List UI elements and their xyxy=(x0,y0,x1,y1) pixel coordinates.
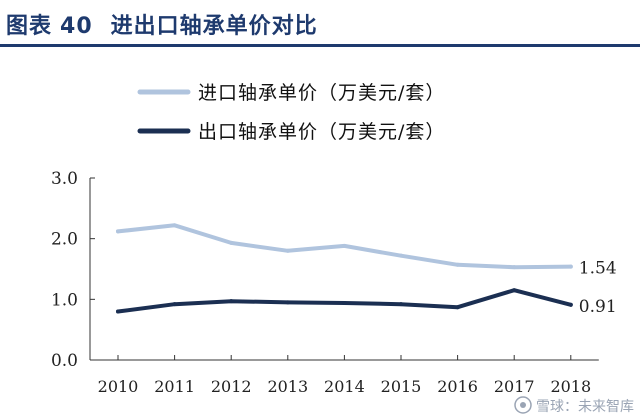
series-0-point xyxy=(512,265,517,270)
watermark: 雪球：未来智库 xyxy=(514,396,634,416)
x-tick-label: 2018 xyxy=(550,377,591,396)
x-tick-label: 2014 xyxy=(324,377,365,396)
y-tick-label: 0.0 xyxy=(51,351,78,371)
x-tick-label: 2013 xyxy=(267,377,308,396)
header-rule xyxy=(0,44,640,47)
legend-label-1: 出口轴承单价（万美元/套） xyxy=(198,121,445,143)
series-1-point xyxy=(455,305,460,310)
series-0-point xyxy=(455,262,460,267)
series-1-end-label: 0.91 xyxy=(579,297,617,317)
figure-label: 图表 xyxy=(6,14,53,39)
watermark-text: 雪球：未来智库 xyxy=(536,399,634,415)
figure-title-text: 进出口轴承单价对比 xyxy=(110,14,318,39)
series-1-point xyxy=(285,300,290,305)
series-0-point xyxy=(229,240,234,245)
y-tick-label: 2.0 xyxy=(51,230,78,250)
series-1-point xyxy=(512,288,517,293)
series-1-point xyxy=(229,299,234,304)
x-tick-label: 2016 xyxy=(437,377,478,396)
x-tick-label: 2010 xyxy=(98,377,139,396)
series-0-point xyxy=(342,243,347,248)
figure-title: 图表 40 进出口轴承单价对比 xyxy=(6,8,318,40)
figure-number: 40 xyxy=(60,14,93,39)
y-tick-label: 1.0 xyxy=(51,290,78,310)
series-0-point xyxy=(285,248,290,253)
figure-header: 图表 40 进出口轴承单价对比 xyxy=(0,0,640,50)
x-tick-label: 2015 xyxy=(381,377,422,396)
x-tick-label: 2012 xyxy=(211,377,252,396)
y-tick-label: 3.0 xyxy=(51,169,78,189)
series-1-point xyxy=(342,300,347,305)
x-tick-label: 2017 xyxy=(494,377,535,396)
series-0-point xyxy=(568,264,573,269)
series-0-end-label: 1.54 xyxy=(579,259,617,279)
series-0-point xyxy=(172,223,177,228)
series-1-point xyxy=(568,302,573,307)
series-line-1 xyxy=(116,288,573,314)
series-1-point xyxy=(399,302,403,307)
series-0-point xyxy=(116,229,120,234)
series-1-point xyxy=(172,302,177,307)
series-0-point xyxy=(399,253,403,258)
legend-label-0: 进口轴承单价（万美元/套） xyxy=(198,82,445,104)
x-tick-label: 2011 xyxy=(154,377,195,396)
series-1-point xyxy=(116,309,120,314)
snowball-logo-icon xyxy=(514,396,532,414)
